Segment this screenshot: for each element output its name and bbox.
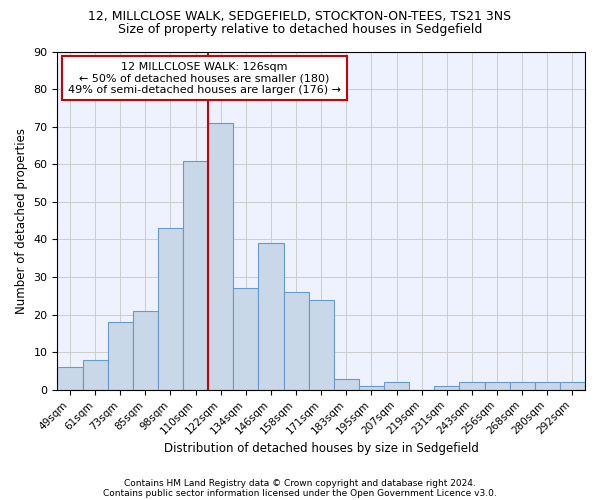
- Text: 12, MILLCLOSE WALK, SEDGEFIELD, STOCKTON-ON-TEES, TS21 3NS: 12, MILLCLOSE WALK, SEDGEFIELD, STOCKTON…: [88, 10, 512, 23]
- Bar: [434, 386, 460, 390]
- Bar: [308, 300, 334, 390]
- Bar: [535, 382, 560, 390]
- Bar: [509, 382, 535, 390]
- Bar: [334, 378, 359, 390]
- Bar: [259, 243, 284, 390]
- Bar: [384, 382, 409, 390]
- Bar: [233, 288, 259, 390]
- Text: Contains public sector information licensed under the Open Government Licence v3: Contains public sector information licen…: [103, 488, 497, 498]
- Bar: [133, 311, 158, 390]
- Bar: [83, 360, 107, 390]
- Bar: [460, 382, 485, 390]
- Bar: [284, 292, 308, 390]
- Bar: [107, 322, 133, 390]
- Bar: [158, 228, 183, 390]
- Text: Size of property relative to detached houses in Sedgefield: Size of property relative to detached ho…: [118, 22, 482, 36]
- Bar: [208, 123, 233, 390]
- Y-axis label: Number of detached properties: Number of detached properties: [15, 128, 28, 314]
- Text: Contains HM Land Registry data © Crown copyright and database right 2024.: Contains HM Land Registry data © Crown c…: [124, 478, 476, 488]
- Bar: [560, 382, 585, 390]
- Text: 12 MILLCLOSE WALK: 126sqm
← 50% of detached houses are smaller (180)
49% of semi: 12 MILLCLOSE WALK: 126sqm ← 50% of detac…: [68, 62, 341, 95]
- Bar: [58, 368, 83, 390]
- X-axis label: Distribution of detached houses by size in Sedgefield: Distribution of detached houses by size …: [164, 442, 479, 455]
- Bar: [359, 386, 384, 390]
- Bar: [485, 382, 509, 390]
- Bar: [183, 160, 208, 390]
